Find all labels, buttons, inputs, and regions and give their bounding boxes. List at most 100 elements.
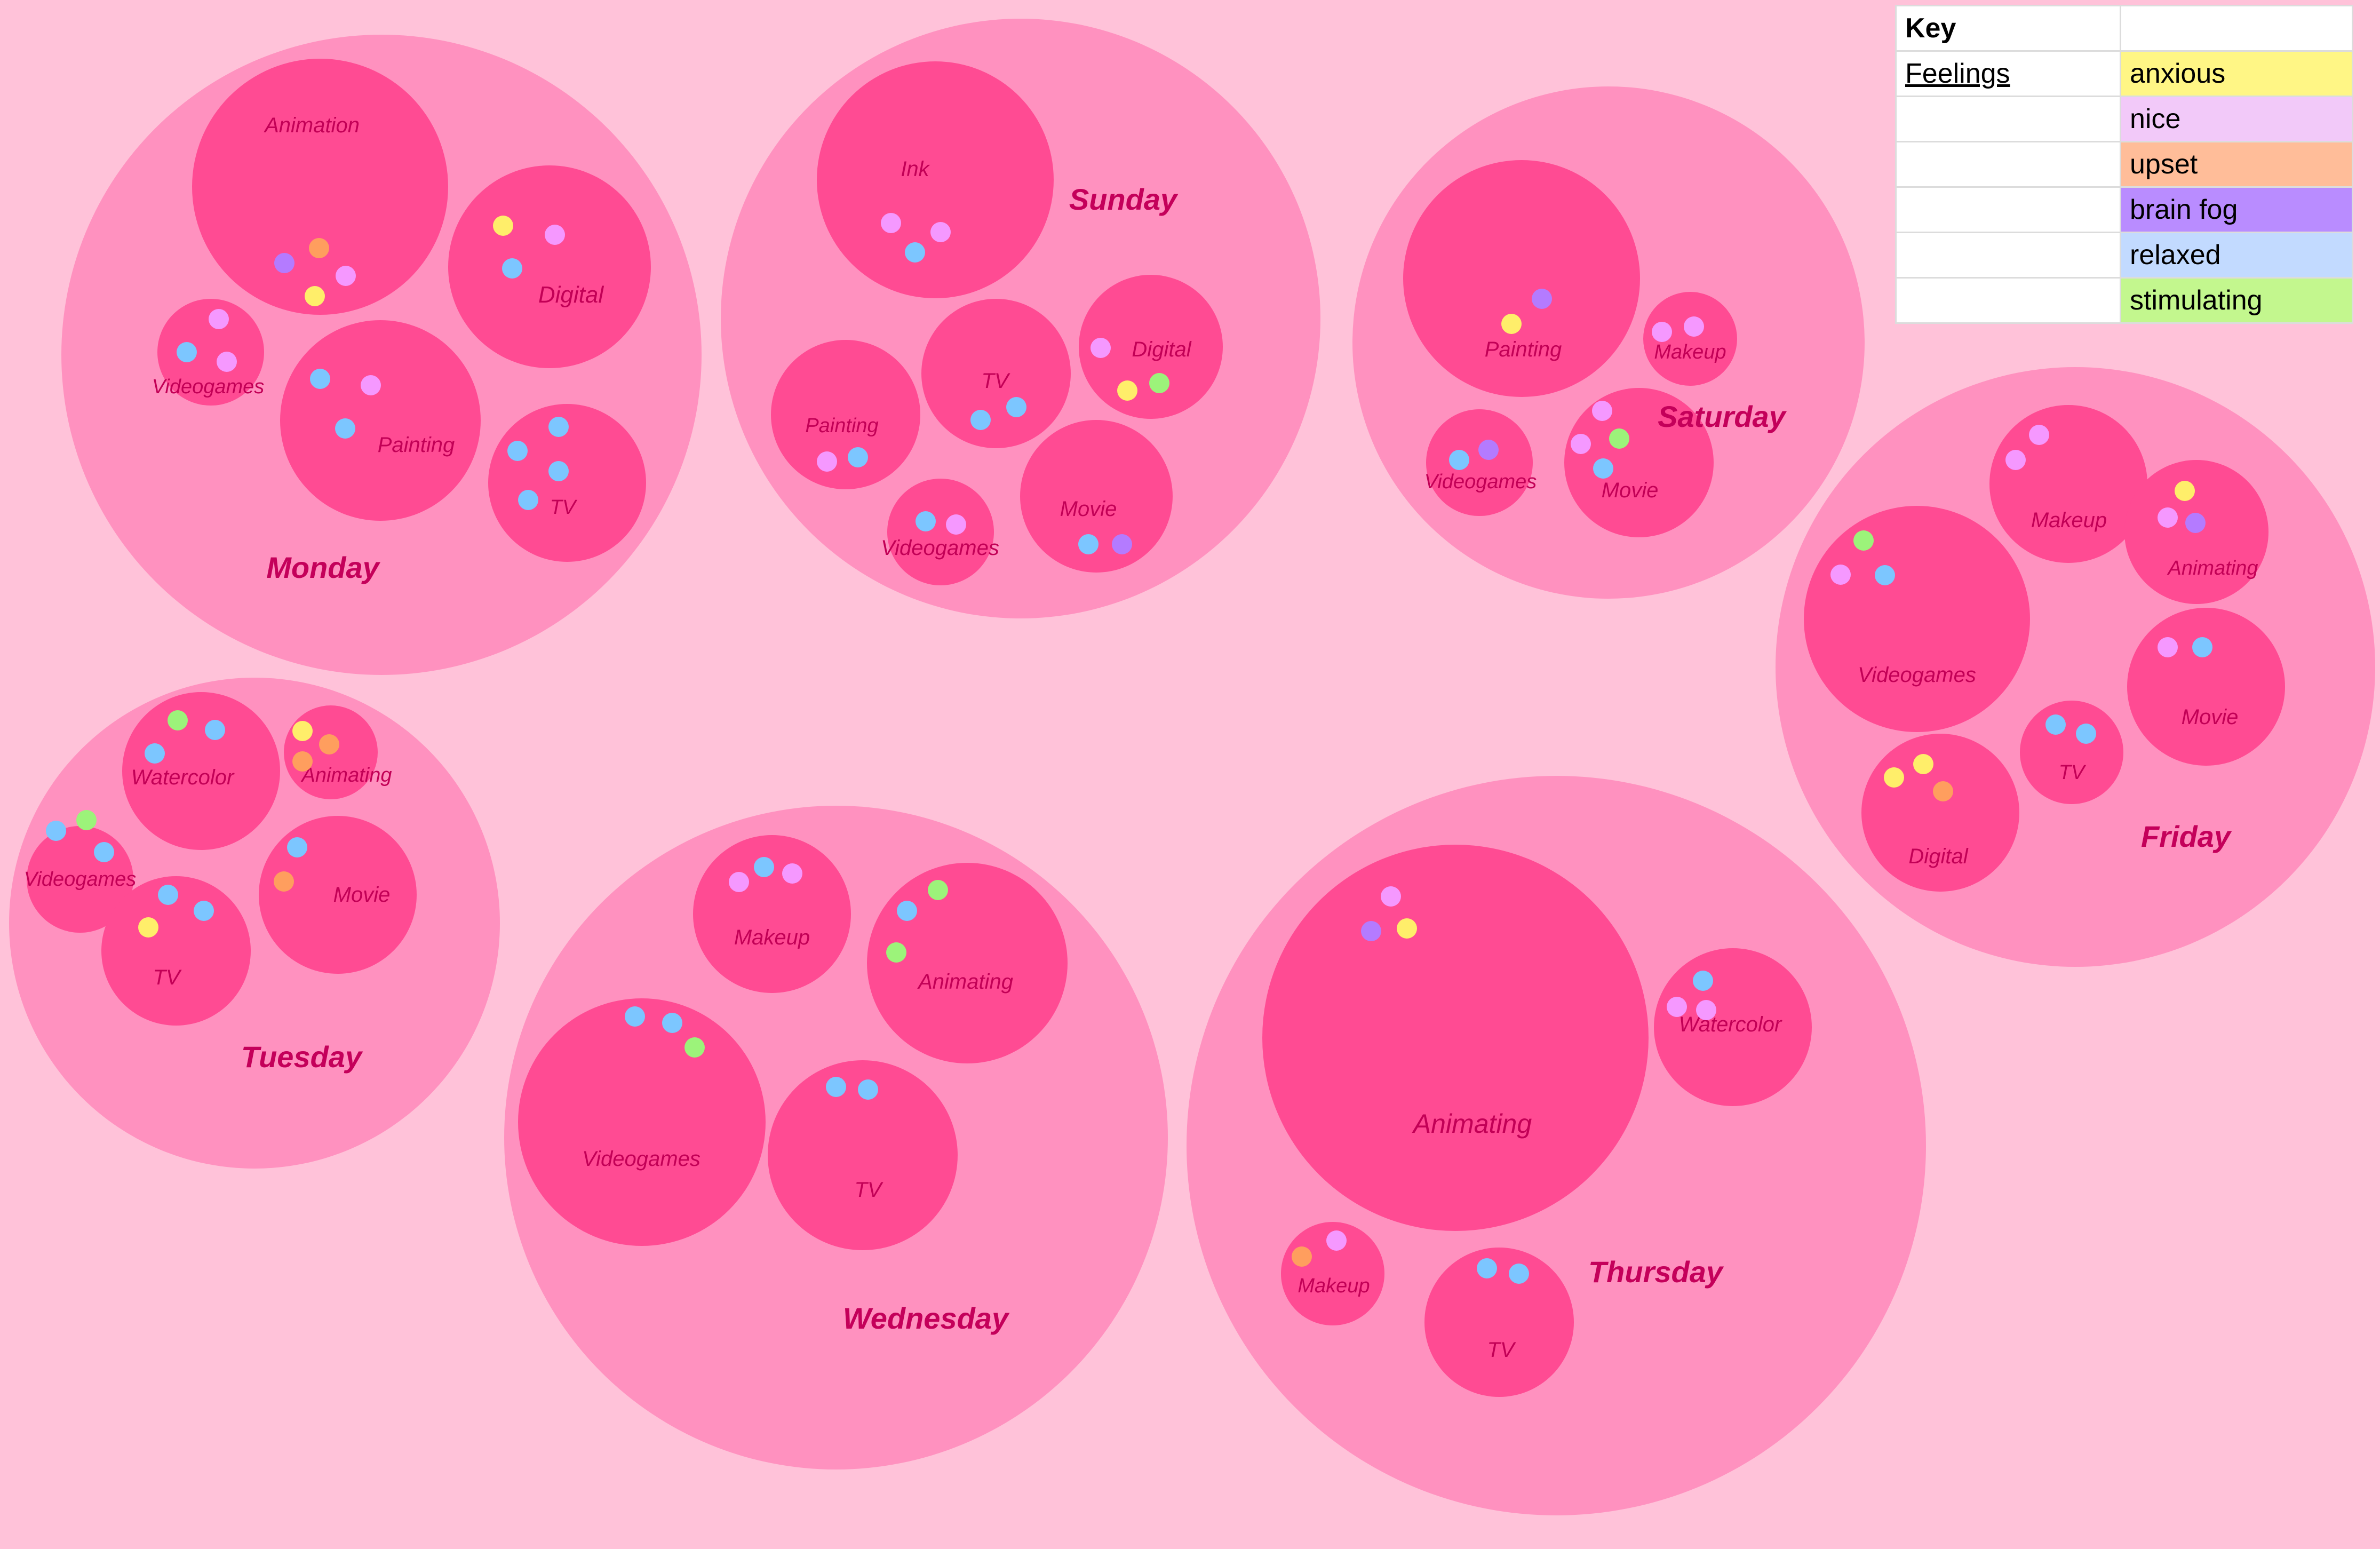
feeling-dot-anxious [2175,481,2195,501]
activity-bubble-animation [192,59,448,315]
feeling-dot-anxious [1884,767,1904,788]
activity-label: Videogames [881,536,999,560]
activity-label: Digital [538,282,604,308]
key-row-nice: nice [1895,96,2353,142]
feeling-dot-relaxed [897,901,917,921]
feeling-dot-nice [545,225,565,245]
feeling-dot-relaxed [287,837,307,857]
activity-label: Animating [2167,557,2258,579]
day-group-sunday: Ink Painting TV Digital Videogames Movie Sunda… [721,19,1320,618]
feeling-dot-nice [2029,425,2049,445]
feeling-dot-upset [292,751,313,772]
activity-bubble-videogames [1804,506,2030,732]
feeling-dot-relaxed [1477,1258,1497,1278]
feeling-dot-relaxed [205,720,225,740]
feeling-dot-relaxed [625,1006,645,1027]
activity-label: Movie [1060,497,1117,521]
feeling-dot-nice [217,352,237,372]
day-label-thursday: Thursday [1588,1255,1724,1289]
feeling-dot-relaxed [1509,1264,1529,1284]
activity-bubble-makeup [1281,1222,1384,1325]
day-label-friday: Friday [2141,820,2232,853]
feeling-dot-brain-fog [274,253,294,273]
feeling-dot-upset [1933,781,1953,801]
activity-label: Painting [378,433,455,457]
key-blank-cell [1895,232,2121,279]
activity-label: Videogames [582,1147,701,1171]
day-group-monday: Animation Digital Videogames Painting TV Mond… [61,35,702,675]
feeling-dot-relaxed [177,342,197,362]
activity-label: TV [153,966,181,989]
feeling-dot-brain-fog [1112,534,1132,554]
activity-label: TV [981,369,1010,393]
feeling-dot-stimulating [1149,373,1169,393]
key-row-upset: upset [1895,141,2353,188]
activity-label: Makeup [1298,1275,1370,1297]
feeling-dot-relaxed [916,511,936,531]
feeling-dot-upset [319,734,339,754]
feeling-dot-relaxed [548,461,569,481]
feeling-dot-relaxed [858,1079,878,1100]
day-label-monday: Monday [266,551,380,584]
feeling-dot-nice [1684,316,1704,337]
feeling-dot-anxious [1913,754,1933,774]
activity-bubble-digital [448,165,651,368]
feeling-dot-relaxed [1693,971,1713,991]
key-swatch-stimulating: stimulating [2120,277,2353,324]
feeling-dot-nice [1652,322,1672,342]
activity-label: Videogames [1858,663,1976,687]
key-swatch-upset: upset [2120,141,2353,188]
key-blank-cell [1895,96,2121,142]
feeling-dot-nice [2158,637,2178,657]
activity-label: Animating [301,764,392,787]
activity-bubble-ink [817,61,1054,298]
feeling-dot-nice [1571,434,1591,454]
activity-label: Videogames [24,868,137,891]
feeling-dot-anxious [1117,380,1137,401]
feeling-dot-relaxed [335,418,355,439]
activity-label: Animation [264,114,360,137]
activity-label: Movie [2182,705,2239,729]
feeling-dot-nice [817,451,837,472]
key-blank-cell [1895,141,2121,188]
activity-bubble-videogames [887,479,994,585]
key-swatch-brain-fog: brain fog [2120,186,2353,233]
feeling-dot-relaxed [2076,724,2096,744]
feeling-dot-nice [729,872,749,892]
activity-bubble-animating [867,863,1068,1063]
key-blank-cell [1895,277,2121,324]
feeling-dot-relaxed [1006,397,1026,417]
activity-label: Animating [1412,1109,1532,1139]
activity-label: Digital [1132,338,1191,361]
activity-bubble-makeup [693,835,851,993]
feeling-dot-nice [336,266,356,286]
activity-bubble-movie [1564,388,1714,537]
feeling-dot-stimulating [76,810,97,830]
feeling-dot-nice [1830,565,1851,585]
key-header-label: Feelings [1895,50,2121,97]
feeling-dot-relaxed [310,369,330,389]
feeling-dot-brain-fog [1532,289,1552,309]
activity-label: Painting [805,415,878,437]
feeling-dot-stimulating [684,1037,705,1058]
feeling-dot-nice [881,213,901,233]
key-title-blank-cell [2120,5,2353,52]
feelings-key: Key Feelings anxious nice upset brain fog rel… [1895,5,2353,324]
activity-label: Videogames [1424,471,1537,493]
feeling-dot-relaxed [46,821,66,841]
day-label-saturday: Saturday [1658,400,1787,433]
feeling-dot-relaxed [848,447,868,467]
key-row-stimulating: stimulating [1895,277,2353,324]
feeling-dot-relaxed [1593,458,1613,479]
day-group-tuesday: Watercolor Animating Videogames Movie TV Tues… [9,678,500,1169]
key-blank-cell [1895,186,2121,233]
activity-label: Watercolor [1679,1013,1782,1036]
activity-bubble-movie [2127,608,2285,766]
feeling-dot-relaxed [518,490,538,510]
feeling-dot-nice [930,222,951,242]
key-row-relaxed: relaxed [1895,232,2353,279]
key-title-row: Key [1895,5,2353,52]
activity-bubble-tv [2020,701,2123,804]
day-group-wednesday: Makeup Animating Videogames TV Wednesday [504,806,1168,1469]
activity-label: Videogames [152,376,265,398]
